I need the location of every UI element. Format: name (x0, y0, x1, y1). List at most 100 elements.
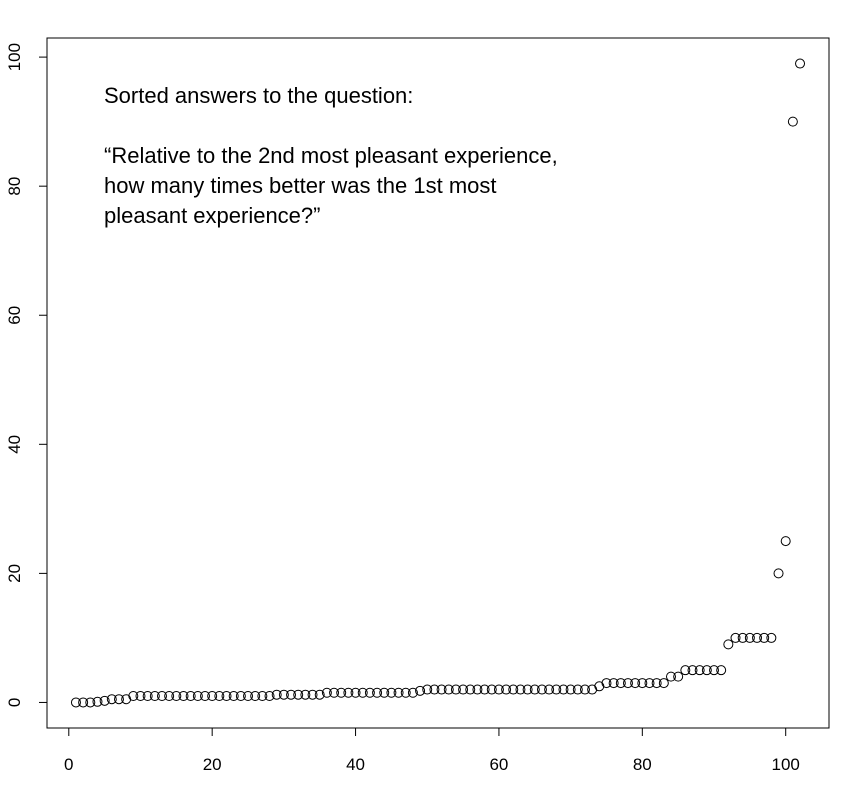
point (458, 684, 469, 695)
point (243, 690, 254, 701)
point (615, 678, 626, 689)
point (658, 678, 669, 689)
y-tick-label: 40 (5, 435, 24, 454)
point (651, 678, 662, 689)
point (278, 689, 289, 700)
point (185, 690, 196, 701)
point (766, 632, 777, 643)
point (149, 690, 160, 701)
point (479, 684, 490, 695)
point (558, 684, 569, 695)
point (709, 665, 720, 676)
point (379, 687, 390, 698)
point (622, 678, 633, 689)
point (171, 690, 182, 701)
point (286, 689, 297, 700)
point (450, 684, 461, 695)
point (207, 690, 218, 701)
point (551, 684, 562, 695)
point (701, 665, 712, 676)
point (70, 697, 81, 708)
point (486, 684, 497, 695)
point (142, 690, 153, 701)
point (780, 536, 791, 547)
point (759, 632, 770, 643)
point (572, 684, 583, 695)
point (235, 690, 246, 701)
point (364, 687, 375, 698)
x-tick-label: 60 (489, 755, 508, 774)
point (673, 671, 684, 682)
point (443, 684, 454, 695)
x-tick-label: 0 (64, 755, 73, 774)
point (99, 695, 110, 706)
point (121, 694, 132, 705)
point (436, 684, 447, 695)
point (128, 690, 139, 701)
point (472, 684, 483, 695)
point (716, 665, 727, 676)
point (536, 684, 547, 695)
point (321, 687, 332, 698)
plot-box (46, 37, 830, 729)
point (113, 694, 124, 705)
point (307, 689, 318, 700)
y-tick-label: 100 (5, 43, 24, 71)
point (357, 687, 368, 698)
point (637, 678, 648, 689)
point (665, 671, 676, 682)
point (393, 687, 404, 698)
y-tick-label: 60 (5, 306, 24, 325)
point (422, 684, 433, 695)
x-tick-label: 80 (633, 755, 652, 774)
y-tick-label: 0 (5, 698, 24, 707)
point (164, 690, 175, 701)
point (250, 690, 261, 701)
point (386, 687, 397, 698)
point (78, 697, 89, 708)
point (522, 684, 533, 695)
point (601, 678, 612, 689)
point (85, 697, 96, 708)
point (795, 58, 806, 69)
point (343, 687, 354, 698)
point (221, 690, 232, 701)
point (787, 116, 798, 127)
point (687, 665, 698, 676)
point (565, 684, 576, 695)
annotation-line: Sorted answers to the question: (104, 83, 413, 108)
point (608, 678, 619, 689)
point (407, 687, 418, 698)
point (415, 685, 426, 696)
x-tick-label: 20 (203, 755, 222, 774)
point (329, 687, 340, 698)
point (336, 687, 347, 698)
point (264, 690, 275, 701)
x-tick-label: 100 (772, 755, 800, 774)
annotation-line: how many times better was the 1st most (104, 173, 497, 198)
point (508, 684, 519, 695)
point (694, 665, 705, 676)
point (730, 632, 741, 643)
annotation-line: pleasant experience?” (104, 203, 320, 228)
y-tick-label: 80 (5, 177, 24, 196)
point (723, 639, 734, 650)
point (156, 690, 167, 701)
point (192, 690, 203, 701)
point (178, 690, 189, 701)
point (630, 678, 641, 689)
point (135, 690, 146, 701)
point (429, 684, 440, 695)
point (529, 684, 540, 695)
point (493, 684, 504, 695)
point (737, 632, 748, 643)
point (752, 632, 763, 643)
point (644, 678, 655, 689)
point (271, 689, 282, 700)
point (200, 690, 211, 701)
point (515, 684, 526, 695)
point (594, 681, 605, 692)
point (214, 690, 225, 701)
